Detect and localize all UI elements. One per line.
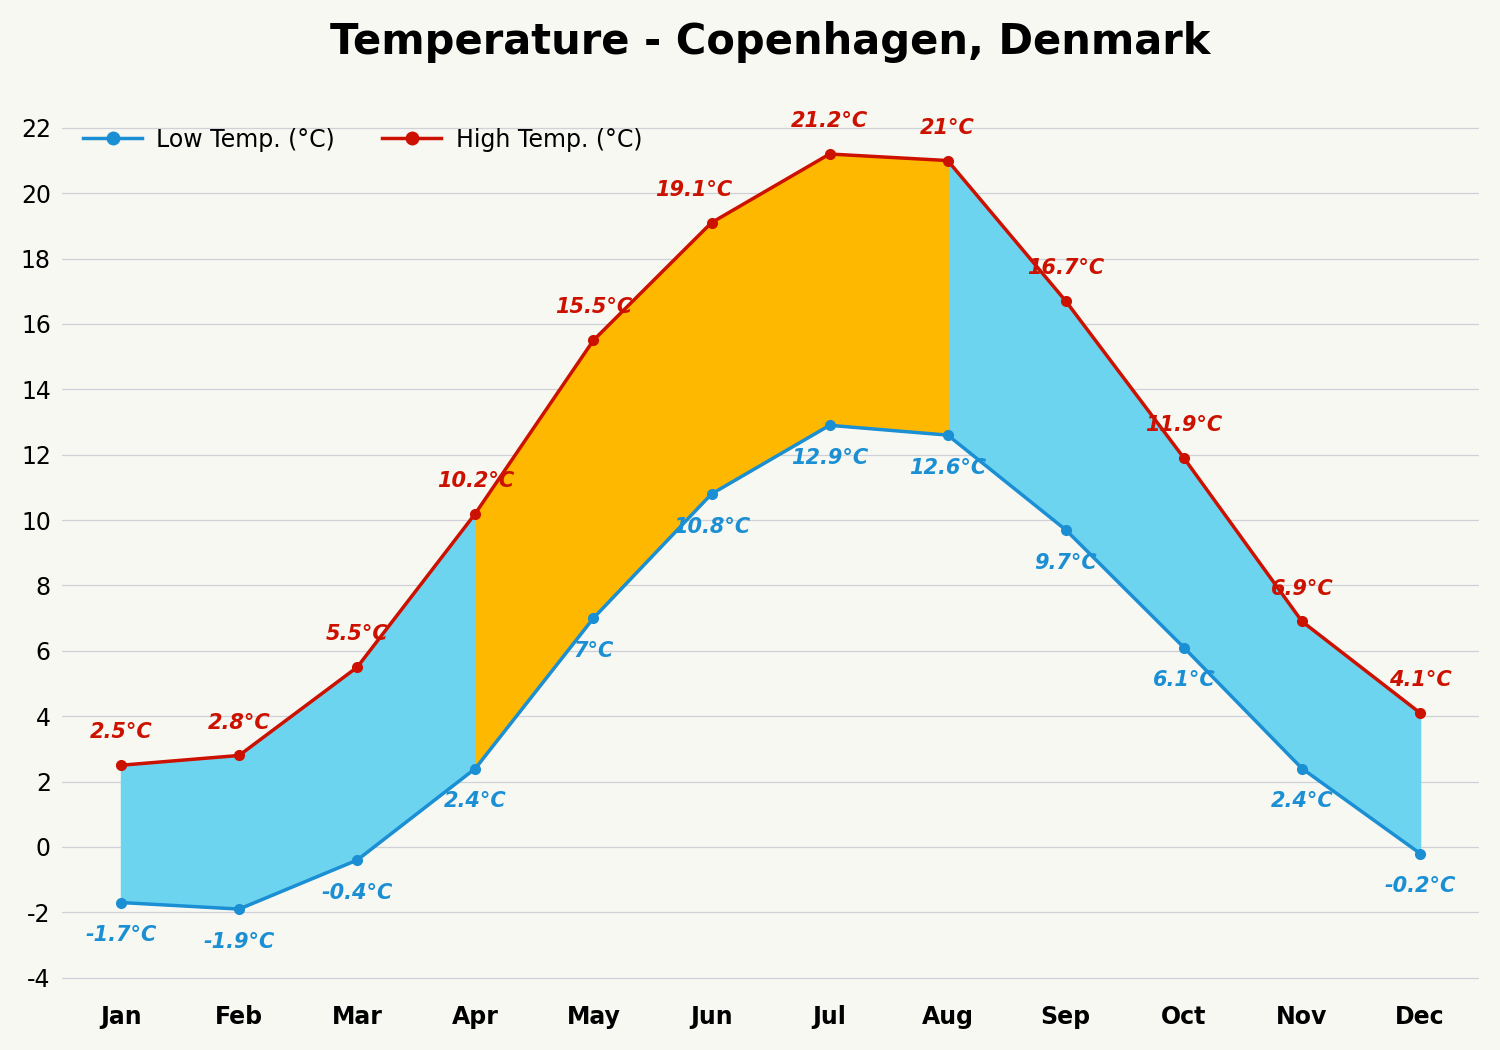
Text: 10.2°C: 10.2°C — [436, 470, 514, 490]
Text: 5.5°C: 5.5°C — [326, 625, 388, 645]
Text: 19.1°C: 19.1°C — [656, 180, 732, 200]
Line: Low Temp. (°C): Low Temp. (°C) — [116, 420, 1425, 914]
Text: 2.4°C: 2.4°C — [444, 792, 507, 812]
Line: High Temp. (°C): High Temp. (°C) — [116, 149, 1425, 770]
Text: 16.7°C: 16.7°C — [1028, 258, 1104, 278]
Low Temp. (°C) — [702, 487, 720, 500]
High Temp. (°C) — [1293, 615, 1311, 628]
Low Temp. (°C) — [821, 419, 839, 432]
Text: 12.6°C: 12.6°C — [909, 458, 987, 478]
Text: -0.4°C: -0.4°C — [321, 883, 393, 903]
Text: 7°C: 7°C — [573, 642, 614, 662]
Text: 6.9°C: 6.9°C — [1270, 579, 1334, 598]
Low Temp. (°C) — [466, 762, 484, 775]
Text: 10.8°C: 10.8°C — [674, 517, 750, 537]
High Temp. (°C) — [585, 334, 603, 346]
High Temp. (°C) — [230, 749, 248, 761]
Low Temp. (°C) — [939, 428, 957, 441]
Text: 2.4°C: 2.4°C — [1270, 792, 1334, 812]
High Temp. (°C) — [112, 759, 130, 772]
Text: 4.1°C: 4.1°C — [1389, 670, 1452, 690]
Low Temp. (°C) — [1058, 524, 1076, 537]
Text: 2.8°C: 2.8°C — [207, 713, 270, 733]
High Temp. (°C) — [939, 154, 957, 167]
High Temp. (°C) — [466, 507, 484, 520]
High Temp. (°C) — [348, 660, 366, 673]
Text: 2.5°C: 2.5°C — [90, 722, 153, 742]
Text: 6.1°C: 6.1°C — [1152, 671, 1215, 691]
Text: -1.7°C: -1.7°C — [86, 925, 156, 945]
Text: 15.5°C: 15.5°C — [555, 297, 632, 317]
Legend: Low Temp. (°C), High Temp. (°C): Low Temp. (°C), High Temp. (°C) — [74, 118, 651, 161]
Low Temp. (°C) — [348, 854, 366, 866]
Low Temp. (°C) — [1174, 642, 1192, 654]
High Temp. (°C) — [702, 216, 720, 229]
High Temp. (°C) — [821, 148, 839, 161]
Text: 11.9°C: 11.9°C — [1146, 415, 1222, 435]
Low Temp. (°C) — [585, 612, 603, 625]
High Temp. (°C) — [1412, 707, 1430, 719]
Low Temp. (°C) — [230, 903, 248, 916]
High Temp. (°C) — [1058, 295, 1076, 308]
Text: -1.9°C: -1.9°C — [204, 932, 274, 952]
Low Temp. (°C) — [112, 897, 130, 909]
Low Temp. (°C) — [1412, 847, 1430, 860]
Text: 9.7°C: 9.7°C — [1035, 552, 1096, 573]
Text: -0.2°C: -0.2°C — [1384, 877, 1456, 897]
Text: 12.9°C: 12.9°C — [790, 448, 868, 468]
Low Temp. (°C) — [1293, 762, 1311, 775]
High Temp. (°C) — [1174, 452, 1192, 464]
Text: 21°C: 21°C — [921, 118, 975, 138]
Title: Temperature - Copenhagen, Denmark: Temperature - Copenhagen, Denmark — [330, 21, 1210, 63]
Text: 21.2°C: 21.2°C — [790, 111, 868, 131]
